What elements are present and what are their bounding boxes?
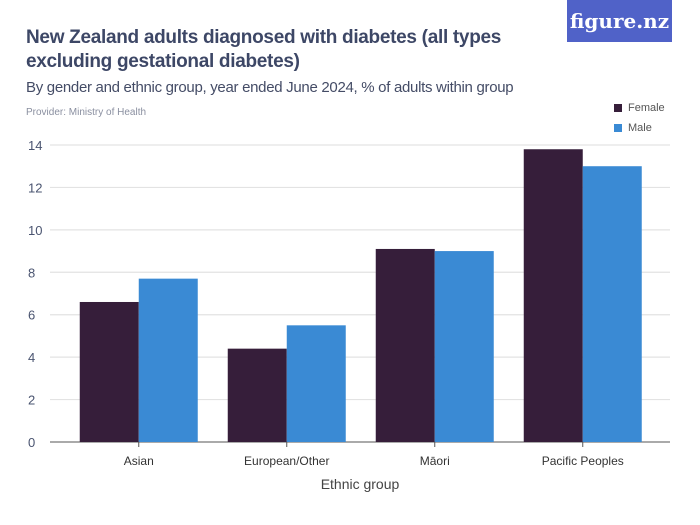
bar-male (582, 166, 642, 442)
y-tick-label: 8 (28, 265, 35, 280)
x-tick-label: Māori (420, 454, 450, 468)
bar-female (523, 149, 583, 442)
y-tick-label: 6 (28, 308, 35, 323)
chart-title: New Zealand adults diagnosed with diabet… (26, 27, 502, 72)
legend-swatch (614, 124, 622, 132)
bar-female (227, 348, 287, 442)
legend-label: Male (628, 122, 652, 134)
y-tick-label: 12 (28, 180, 42, 195)
y-tick-label: 4 (28, 350, 35, 365)
x-tick-label: Pacific Peoples (542, 454, 624, 468)
x-axis-label: Ethnic group (321, 476, 400, 492)
chart-subtitle: By gender and ethnic group, year ended J… (26, 79, 514, 96)
legend: Female Male (614, 98, 665, 138)
x-tick-label: European/Other (244, 454, 329, 468)
x-tick-label: Asian (124, 454, 154, 468)
y-tick-label: 14 (28, 138, 42, 153)
bar-male (138, 278, 198, 442)
provider-text: Provider: Ministry of Health (26, 107, 147, 118)
bar-male (434, 251, 494, 442)
figure-nz-logo[interactable]: figure.nz (567, 0, 672, 42)
legend-swatch (614, 104, 622, 112)
y-tick-label: 0 (28, 435, 35, 450)
y-tick-label: 2 (28, 393, 35, 408)
legend-label: Female (628, 102, 665, 114)
y-tick-label: 10 (28, 223, 42, 238)
bar-female (79, 301, 139, 442)
legend-item-female: Female (614, 98, 665, 118)
bar-female (375, 248, 435, 442)
legend-item-male: Male (614, 118, 665, 138)
bar-male (286, 325, 346, 442)
